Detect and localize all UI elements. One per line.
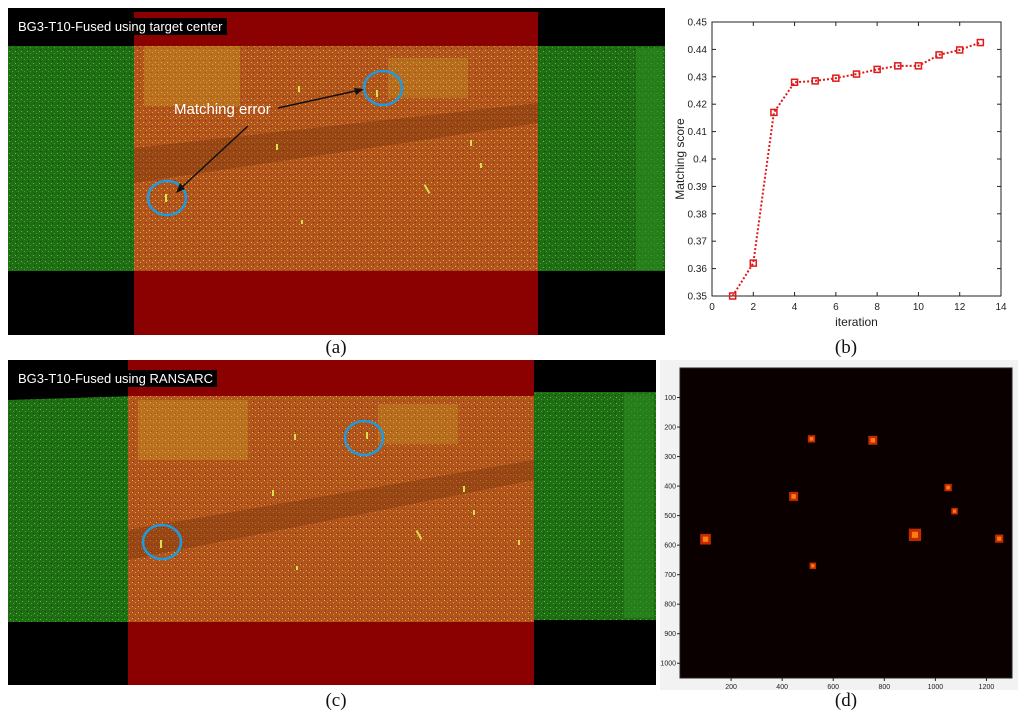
hot-spot-core bbox=[997, 536, 1002, 541]
error-circle-1 bbox=[362, 69, 404, 107]
fused-image-c bbox=[8, 360, 656, 685]
arrow-2 bbox=[179, 125, 249, 190]
score-point bbox=[873, 65, 881, 74]
panel-b-label: (b) bbox=[834, 337, 858, 358]
panel-a-title: BG3-T10-Fused using target center bbox=[14, 18, 227, 35]
x-tick-label: 14 bbox=[995, 302, 1007, 313]
y-tick-label: 900 bbox=[664, 631, 676, 638]
score-point bbox=[852, 70, 861, 78]
y-tick-label: 0.39 bbox=[688, 182, 708, 193]
x-tick-label: 12 bbox=[954, 302, 966, 313]
y-tick-label: 600 bbox=[664, 543, 676, 550]
panel-c-title: BG3-T10-Fused using RANSARC bbox=[14, 370, 218, 387]
score-point bbox=[914, 62, 923, 70]
circle-c-2 bbox=[141, 523, 183, 561]
y-tick-label: 0.4 bbox=[693, 155, 707, 166]
hot-spot-core bbox=[702, 536, 709, 542]
x-tick-label: 8 bbox=[874, 302, 880, 313]
y-tick-label: 0.38 bbox=[688, 209, 708, 220]
y-tick-label: 0.43 bbox=[688, 72, 708, 83]
hot-spot-core bbox=[809, 437, 814, 441]
panel-c-label: (c) bbox=[325, 690, 347, 711]
score-point bbox=[955, 46, 964, 54]
y-tick-label: 0.44 bbox=[688, 45, 708, 56]
y-tick-label: 700 bbox=[664, 572, 676, 579]
x-tick-label: 800 bbox=[878, 684, 890, 690]
x-tick-label: 2 bbox=[751, 302, 757, 313]
x-axis-label: iteration bbox=[835, 315, 878, 329]
hot-spot-core bbox=[791, 494, 796, 499]
correlation-heatmap: 200 400 600 800 1000 1200 100 200 300 400 500 600 70… bbox=[660, 360, 1018, 691]
hot-spot-core bbox=[870, 438, 876, 443]
plot-area bbox=[711, 21, 1002, 297]
x-tick-label: 0 bbox=[709, 302, 715, 313]
fused-image-a: Matching error bbox=[8, 8, 665, 335]
score-point bbox=[728, 292, 737, 300]
y-tick-label: 1000 bbox=[660, 661, 676, 668]
x-tick-label: 1000 bbox=[928, 684, 944, 690]
matching-score-chart: 0 2 4 6 8 10 12 14 0.35 0.36 0.37 0.38 0.39 0.4 0.41 0.… bbox=[673, 18, 1007, 330]
y-tick-label: 800 bbox=[664, 602, 676, 609]
panel-a-label: (a) bbox=[325, 337, 347, 358]
score-point bbox=[894, 62, 902, 70]
x-tick-label: 6 bbox=[833, 302, 839, 313]
x-tick-label: 600 bbox=[827, 684, 839, 690]
y-tick-label: 300 bbox=[664, 454, 676, 461]
hot-spot-core bbox=[946, 485, 950, 490]
y-tick-label: 200 bbox=[664, 425, 676, 432]
hot-spot-core bbox=[811, 564, 815, 568]
arrow-1 bbox=[277, 89, 361, 109]
score-point bbox=[935, 51, 943, 59]
score-point bbox=[790, 78, 799, 87]
panel-c: BG3-T10-Fused using RANSARC bbox=[8, 360, 656, 685]
panel-b: 0 2 4 6 8 10 12 14 0.35 0.36 0.37 0.38 0.39 0.4 0.41 0.… bbox=[668, 8, 1018, 338]
score-point bbox=[976, 38, 985, 47]
score-line bbox=[731, 41, 981, 297]
y-tick-label: 500 bbox=[664, 513, 676, 520]
x-tick-label: 400 bbox=[776, 684, 788, 690]
y-tick-label: 100 bbox=[664, 395, 676, 402]
matching-error-label: Matching error bbox=[174, 101, 271, 118]
x-tick-label: 4 bbox=[792, 302, 798, 313]
y-tick-label: 0.42 bbox=[688, 100, 708, 111]
y-tick-label: 0.45 bbox=[688, 18, 708, 29]
y-tick-label: 0.35 bbox=[688, 292, 708, 303]
error-circle-2 bbox=[146, 179, 188, 217]
score-point bbox=[832, 74, 840, 82]
panel-d: 200 400 600 800 1000 1200 100 200 300 400 500 600 70… bbox=[660, 360, 1018, 691]
score-point bbox=[770, 108, 778, 117]
hot-spot-core bbox=[911, 531, 919, 538]
panel-a: BG3-T10-Fused using target center bbox=[8, 8, 665, 335]
x-tick-label: 10 bbox=[913, 302, 925, 313]
heatmap-area bbox=[679, 367, 1013, 679]
y-tick-label: 0.41 bbox=[688, 127, 708, 138]
hot-spot-core bbox=[952, 509, 957, 513]
circle-c-1 bbox=[343, 419, 385, 457]
y-tick-label: 0.36 bbox=[688, 264, 708, 275]
panel-d-label: (d) bbox=[834, 690, 858, 711]
y-axis-label: Matching score bbox=[673, 118, 687, 200]
score-point bbox=[749, 259, 758, 267]
y-tick-label: 400 bbox=[664, 484, 676, 491]
x-tick-label: 200 bbox=[725, 684, 737, 690]
score-point bbox=[811, 77, 819, 85]
x-tick-label: 1200 bbox=[979, 684, 995, 690]
y-tick-label: 0.37 bbox=[688, 237, 708, 248]
